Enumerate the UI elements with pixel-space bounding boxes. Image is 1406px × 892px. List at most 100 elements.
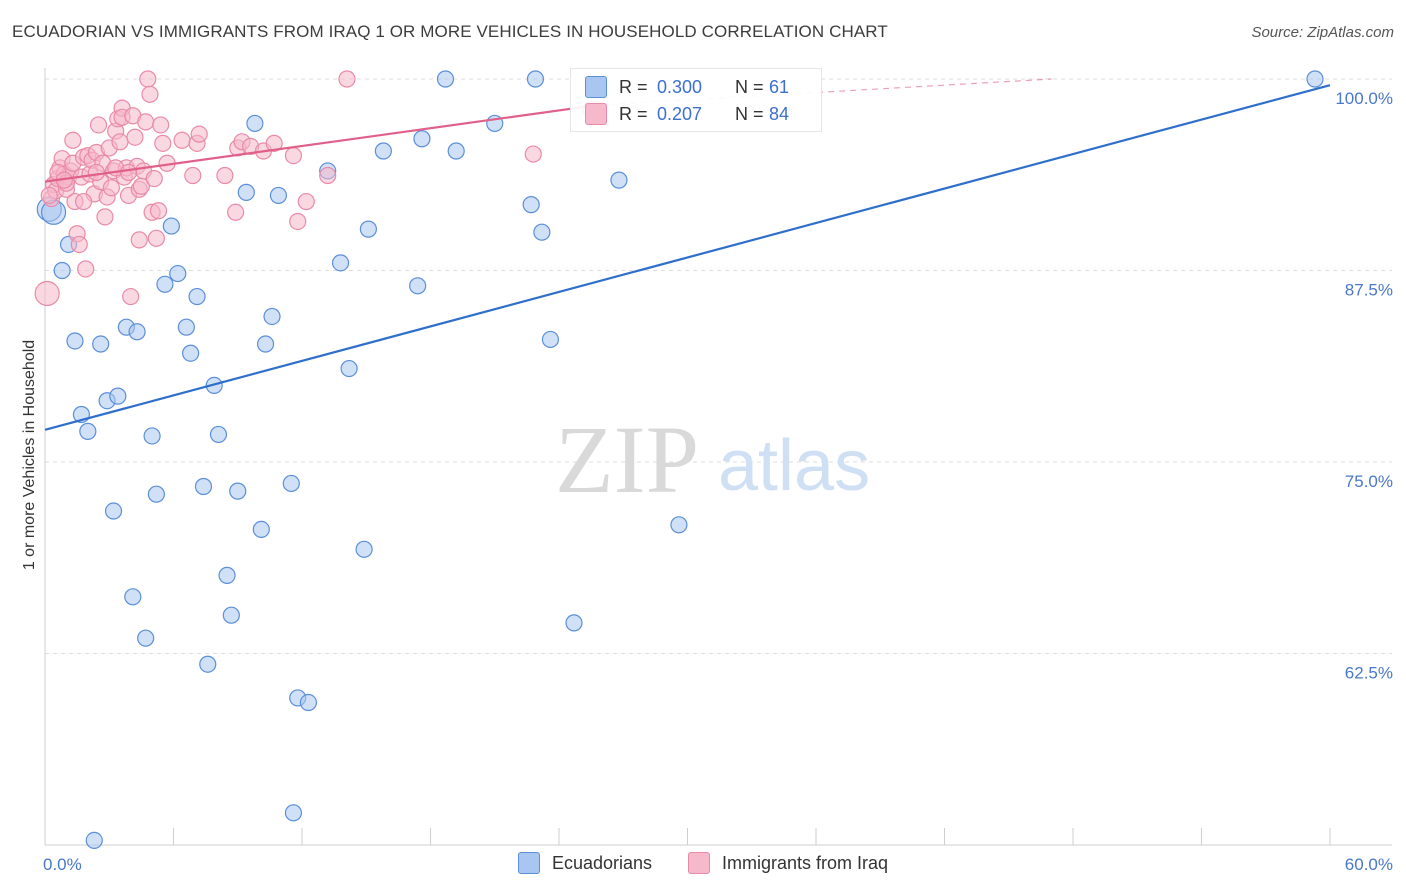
point-ecuadorians — [533, 223, 551, 241]
y-tick-label: 87.5% — [1345, 281, 1393, 300]
legend-n-value: 61 — [769, 76, 790, 97]
point-ecuadorians — [162, 217, 180, 235]
point-iraq — [89, 116, 108, 134]
legend-r-value: 0.207 — [657, 103, 703, 124]
y-tick-label: 100.0% — [1335, 89, 1393, 108]
point-ecuadorians — [282, 474, 300, 493]
legend-item-ecuadorians[interactable]: Ecuadorians — [517, 852, 653, 874]
point-ecuadorians — [246, 114, 264, 133]
point-iraq — [145, 169, 163, 188]
point-ecuadorians — [177, 318, 195, 336]
trend-lines — [44, 78, 1331, 431]
legend-item-iraq[interactable]: Immigrants from Iraq — [688, 852, 888, 874]
point-iraq — [147, 229, 165, 247]
point-ecuadorians — [436, 70, 455, 88]
y-axis-label: 1 or more Vehicles in Household — [21, 340, 38, 570]
point-iraq — [40, 186, 58, 205]
point-ecuadorians — [156, 275, 174, 293]
point-ecuadorians — [143, 427, 161, 445]
point-iraq — [34, 280, 60, 307]
point-ecuadorians — [522, 196, 540, 214]
legend-label-ecuadorians: Ecuadorians — [551, 852, 653, 873]
legend-swatch-blue — [517, 852, 540, 874]
point-iraq — [74, 192, 93, 211]
point-ecuadorians — [374, 142, 392, 160]
point-iraq — [338, 70, 356, 88]
point-iraq — [87, 163, 106, 182]
point-iraq — [102, 179, 120, 197]
legend-row-iraq: R = 0.207 N = 84 — [585, 102, 789, 126]
point-ecuadorians — [128, 323, 146, 341]
point-ecuadorians — [541, 330, 560, 349]
series-legend: Ecuadorians Immigrants from Iraq — [0, 852, 1406, 874]
point-iraq — [524, 145, 542, 163]
point-ecuadorians — [147, 485, 165, 503]
point-iraq — [173, 131, 191, 149]
legend-n-label: N = — [735, 76, 764, 97]
point-ecuadorians — [610, 171, 628, 189]
legend-n-value: 84 — [769, 103, 790, 124]
source-credit: Source: ZipAtlas.com — [1251, 24, 1394, 41]
point-iraq — [216, 166, 234, 185]
point-iraq — [289, 212, 307, 231]
point-ecuadorians — [409, 277, 427, 295]
point-ecuadorians — [218, 566, 236, 584]
point-iraq — [119, 163, 138, 182]
point-iraq — [64, 131, 82, 149]
point-ecuadorians — [237, 183, 255, 201]
point-iraq — [149, 202, 168, 220]
point-ecuadorians — [263, 307, 281, 326]
point-ecuadorians — [359, 220, 377, 238]
point-ecuadorians — [670, 516, 688, 534]
point-ecuadorians — [104, 502, 123, 520]
point-ecuadorians — [169, 264, 187, 283]
watermark-atlas: atlas — [718, 426, 870, 506]
point-ecuadorians — [299, 693, 318, 712]
point-ecuadorians — [188, 287, 206, 306]
point-iraq — [184, 166, 202, 185]
legend-swatch-pink — [585, 103, 607, 125]
point-ecuadorians — [355, 540, 373, 558]
y-tick-label: 75.0% — [1345, 472, 1393, 491]
point-ecuadorians — [92, 335, 110, 353]
point-iraq — [122, 287, 140, 306]
point-iraq — [190, 125, 208, 143]
point-ecuadorians — [1306, 70, 1324, 88]
legend-swatch-blue — [585, 76, 607, 98]
series-iraq — [34, 70, 607, 307]
trend-line-iraq — [44, 103, 598, 183]
legend-label-iraq: Immigrants from Iraq — [722, 852, 889, 873]
point-iraq — [70, 235, 88, 254]
tick-labels: 100.0% 87.5% 75.0% 62.5% 0.0% 60.0% — [43, 89, 1393, 874]
point-iraq — [111, 133, 129, 151]
point-ecuadorians — [252, 520, 270, 539]
point-iraq — [154, 134, 172, 152]
legend-swatch-pink — [688, 852, 711, 874]
point-iraq — [265, 134, 283, 152]
point-ecuadorians — [256, 335, 275, 353]
point-iraq — [284, 147, 303, 165]
point-ecuadorians — [85, 831, 103, 850]
point-ecuadorians — [66, 332, 84, 350]
point-ecuadorians — [413, 130, 431, 148]
point-ecuadorians — [109, 387, 127, 405]
watermark: ZIP atlas — [555, 406, 870, 513]
point-iraq — [77, 260, 95, 278]
point-ecuadorians — [229, 482, 247, 500]
point-iraq — [152, 116, 170, 134]
legend-n-label: N = — [735, 103, 764, 124]
gridlines — [45, 78, 1392, 654]
chart-title: ECUADORIAN VS IMMIGRANTS FROM IRAQ 1 OR … — [12, 22, 888, 41]
point-ecuadorians — [182, 344, 200, 362]
point-ecuadorians — [199, 655, 217, 673]
point-ecuadorians — [124, 588, 142, 606]
point-iraq — [137, 113, 155, 131]
point-iraq — [227, 203, 245, 221]
x-tick-label: 0.0% — [43, 855, 82, 874]
x-tick-label: 60.0% — [1345, 855, 1393, 874]
point-ecuadorians — [53, 261, 71, 280]
point-ecuadorians — [340, 359, 358, 378]
point-ecuadorians — [269, 186, 288, 205]
correlation-legend: R = 0.300 N = 61 R = 0.207 N = 84 — [570, 68, 822, 132]
trend-line-ecuadorians — [44, 84, 1331, 431]
